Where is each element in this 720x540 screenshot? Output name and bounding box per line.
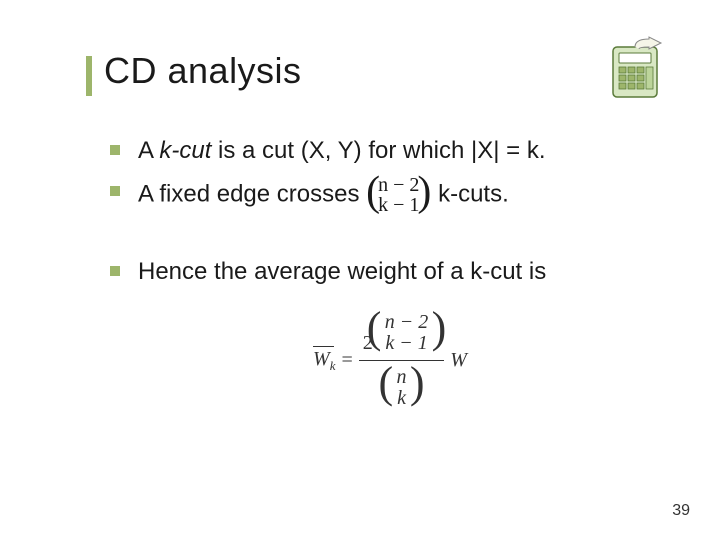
num-binom: ( n − 2 k − 1 ) xyxy=(373,310,441,356)
bullet-1-post: is a cut (X, Y) for which |X| = k. xyxy=(211,137,545,164)
equals-sign: = xyxy=(342,349,353,372)
w-bar: Wk xyxy=(313,348,335,374)
bullet-2-post: k-cuts. xyxy=(438,181,509,208)
big-fraction: 2 ( n − 2 k − 1 ) ( n k ) xyxy=(359,308,445,413)
num-binom-top: n − 2 xyxy=(381,312,433,333)
fraction-bar xyxy=(359,360,445,361)
inline-binom-top: n − 2 xyxy=(378,175,419,195)
bullet-2-pre: A fixed edge crosses xyxy=(138,181,366,208)
bullet-list: A k-cut is a cut (X, Y) for which |X| = … xyxy=(90,132,690,290)
bullet-3-text: Hence the average weight of a k-cut is xyxy=(138,258,546,285)
bullet-3: Hence the average weight of a k-cut is xyxy=(110,253,690,290)
trailing-w: W xyxy=(450,349,467,372)
wbar-sub: k xyxy=(330,358,336,373)
fraction-denominator: ( n k ) xyxy=(359,363,445,413)
den-binom-top: n xyxy=(393,367,411,388)
bullet-1-italic: k-cut xyxy=(159,137,211,164)
slide-title: CD analysis xyxy=(90,50,690,92)
den-binom-bot: k xyxy=(393,388,411,409)
page-number: 39 xyxy=(672,502,690,520)
num-binom-bot: k − 1 xyxy=(381,333,433,354)
slide: CD analysis A k-cut is a cut (X, Y) for … xyxy=(0,0,720,540)
bullet-1-pre: A xyxy=(138,137,159,164)
inline-binomial: ( n − 2 k − 1 ) xyxy=(372,173,425,217)
title-accent-bar xyxy=(86,56,92,96)
wbar-main: W xyxy=(313,348,330,370)
formula-block: Wk = 2 ( n − 2 k − 1 ) ( n k xyxy=(90,308,690,413)
bullet-1: A k-cut is a cut (X, Y) for which |X| = … xyxy=(110,132,690,169)
bullet-2: A fixed edge crosses ( n − 2 k − 1 ) k-c… xyxy=(110,173,690,217)
inline-binom-bot: k − 1 xyxy=(378,195,419,215)
den-binom: ( n k ) xyxy=(385,365,419,411)
title-wrap: CD analysis xyxy=(90,50,690,92)
fraction-numerator: 2 ( n − 2 k − 1 ) xyxy=(359,308,445,358)
